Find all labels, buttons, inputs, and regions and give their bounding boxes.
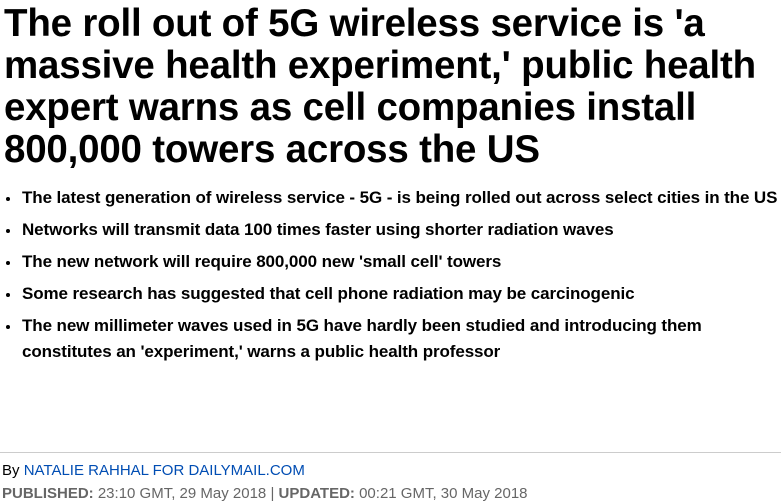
separator: | (270, 485, 275, 502)
bullet: The latest generation of wireless servic… (6, 185, 781, 211)
updated-label: UPDATED: (278, 485, 355, 502)
byline: By NATALIE RAHHAL FOR DAILYMAIL.COM (2, 462, 305, 479)
bullet: Networks will transmit data 100 times fa… (6, 217, 781, 243)
byline-prefix: By (2, 462, 20, 479)
updated-date: 00:21 GMT, 30 May 2018 (359, 485, 528, 502)
bullet: Some research has suggested that cell ph… (6, 281, 781, 307)
published-date: 23:10 GMT, 29 May 2018 (97, 485, 267, 502)
bullet: The new millimeter waves used in 5G have… (6, 313, 781, 365)
author-link[interactable]: NATALIE RAHHAL FOR DAILYMAIL.COM (23, 462, 305, 479)
bullet-list: The latest generation of wireless servic… (0, 185, 781, 365)
published-label: PUBLISHED: (2, 485, 94, 502)
dates: PUBLISHED: 23:10 GMT, 29 May 2018 | UPDA… (2, 485, 528, 502)
headline: The roll out of 5G wireless service is '… (4, 2, 756, 171)
bullet: The new network will require 800,000 new… (6, 249, 781, 275)
divider (0, 452, 781, 453)
